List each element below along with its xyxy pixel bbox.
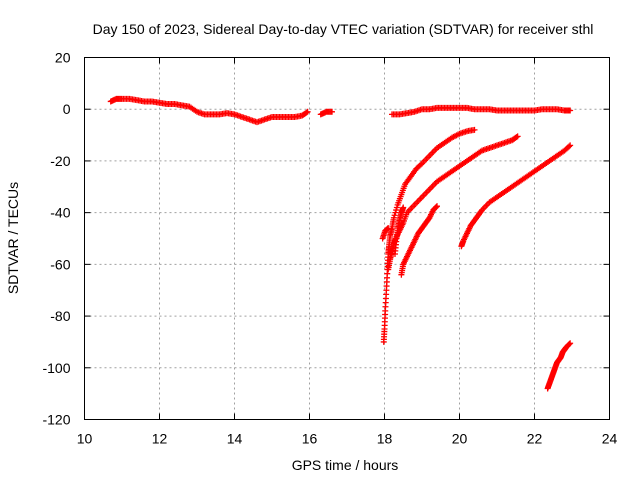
data-point: [304, 108, 311, 115]
plot-frame: [84, 57, 610, 420]
data-point: [513, 134, 520, 141]
grid: [84, 57, 610, 420]
x-tick-label: 10: [77, 431, 93, 447]
data-point: [471, 126, 478, 133]
data-series-0: [107, 95, 311, 126]
data-point: [566, 143, 572, 150]
y-tick-labels: 20 0 -20 -40 -60 -80 -100 -120: [42, 50, 70, 428]
data-series-9: [544, 340, 574, 392]
x-tick-label: 12: [152, 431, 168, 447]
data-series-6: [392, 204, 407, 258]
x-tick-labels: 10 12 14 16 18 20 22 24: [77, 431, 618, 447]
y-tick-label: -40: [50, 205, 70, 221]
x-tick-label: 18: [377, 431, 393, 447]
data-point: [567, 107, 574, 114]
data-point: [514, 133, 521, 140]
data-series-1: [317, 108, 335, 118]
data-point: [567, 142, 574, 149]
data-point: [434, 203, 440, 210]
series-marks: [107, 95, 574, 392]
data-series-8: [458, 142, 574, 250]
y-tick-label: -100: [42, 360, 70, 376]
axis-ticks: [84, 57, 610, 420]
data-point: [433, 203, 440, 210]
data-series-5: [385, 133, 521, 273]
y-tick-label: -20: [50, 153, 70, 169]
data-point: [400, 204, 407, 211]
data-series-4: [379, 225, 392, 242]
data-point: [329, 108, 335, 115]
data-series-7: [398, 203, 440, 278]
data-point: [566, 340, 573, 347]
x-tick-label: 22: [527, 431, 543, 447]
x-axis-label: GPS time / hours: [292, 457, 399, 473]
chart-title: Day 150 of 2023, Sidereal Day-to-day VTE…: [93, 21, 594, 37]
y-tick-label: -80: [50, 308, 70, 324]
x-tick-label: 16: [302, 431, 318, 447]
y-tick-label: -120: [42, 412, 70, 428]
y-tick-label: -60: [50, 256, 70, 272]
y-tick-label: 20: [55, 50, 71, 66]
x-tick-label: 24: [602, 431, 618, 447]
y-tick-label: 0: [63, 101, 71, 117]
data-point: [385, 225, 392, 232]
x-tick-label: 14: [227, 431, 243, 447]
x-tick-label: 20: [452, 431, 468, 447]
data-series-3: [380, 126, 478, 345]
data-point: [567, 340, 574, 347]
y-axis-label: SDTVAR / TECUs: [5, 182, 21, 294]
data-series-2: [389, 104, 574, 118]
data-point: [303, 109, 310, 116]
